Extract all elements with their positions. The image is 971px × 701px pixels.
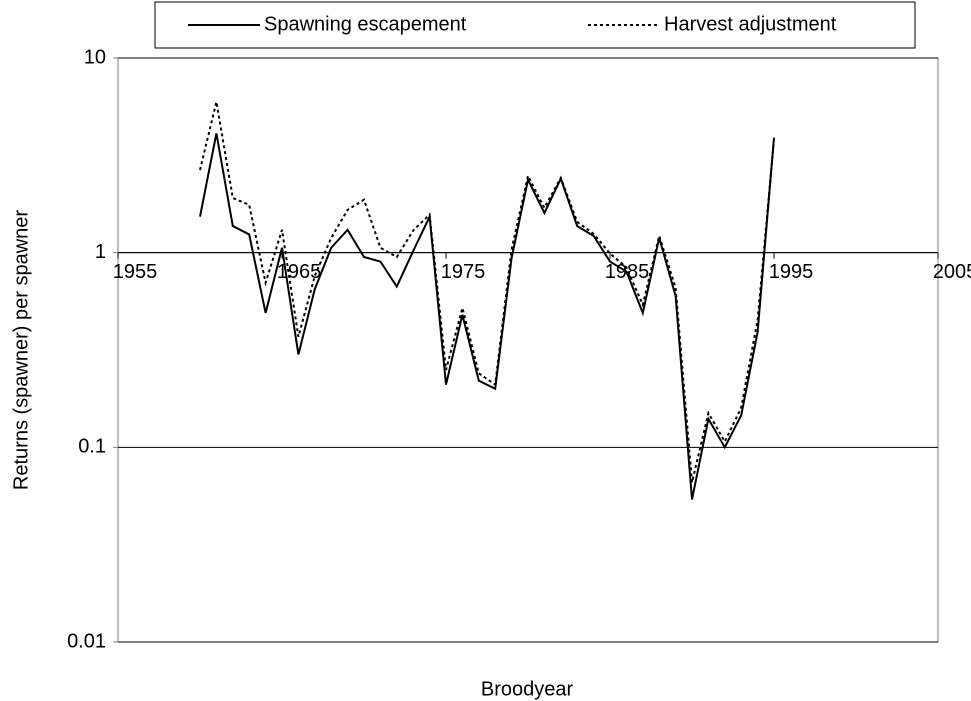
x-tick-label: 2005 xyxy=(933,261,971,283)
y-tick-label: 0.1 xyxy=(78,436,106,458)
x-tick-label: 1995 xyxy=(769,261,814,283)
legend-box xyxy=(154,1,916,49)
y-tick-label: 10 xyxy=(84,46,106,68)
series-line xyxy=(199,133,775,500)
y-tick-label: 0.01 xyxy=(67,630,106,652)
x-tick-label: 1955 xyxy=(113,261,158,283)
x-axis-label: Broodyear xyxy=(481,678,574,700)
y-tick-label: 1 xyxy=(95,241,106,263)
series-line xyxy=(199,101,775,483)
y-axis-label: Returns (spawner) per spawner xyxy=(10,210,32,490)
plot-border xyxy=(117,57,939,643)
legend-label: Spawning escapement xyxy=(264,13,467,35)
x-tick-label: 1965 xyxy=(277,261,322,283)
x-tick-label: 1975 xyxy=(441,261,486,283)
legend-label: Harvest adjustment xyxy=(664,13,837,35)
